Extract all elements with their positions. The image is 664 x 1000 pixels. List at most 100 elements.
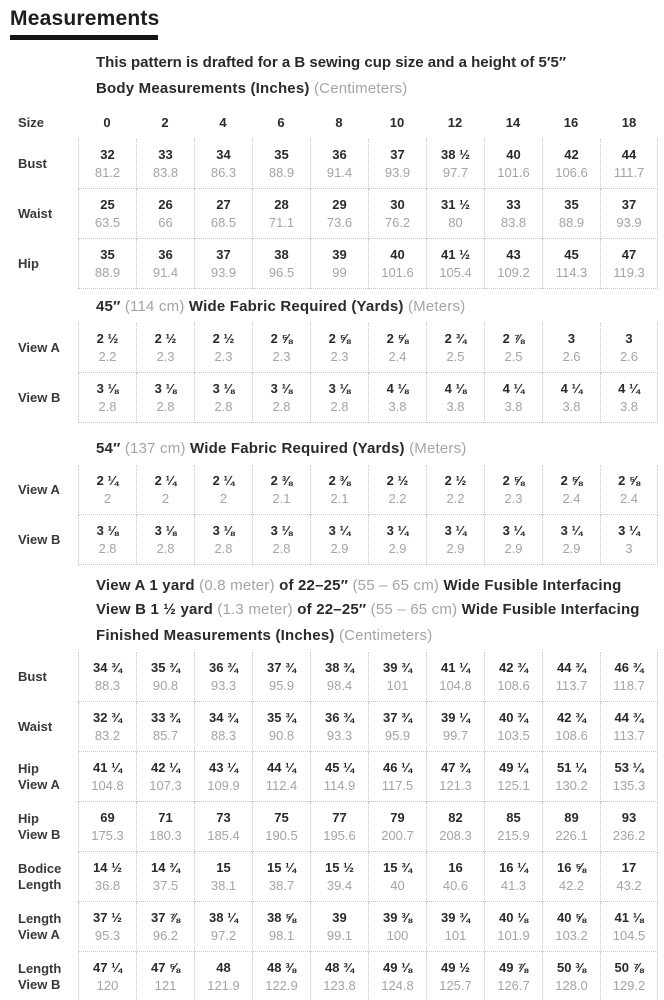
- inches-value: 47 ¾: [441, 760, 470, 775]
- size-value: 4: [219, 115, 227, 130]
- centimeters-value: 80: [448, 215, 463, 230]
- row-label-line: View B: [18, 977, 61, 992]
- measurement-cell: 47 119.3: [600, 239, 658, 289]
- inches-value: 42 ¾: [499, 660, 528, 675]
- inches-value: 50 ⅜: [557, 960, 586, 975]
- inches-value: 41 ¼: [441, 660, 470, 675]
- row-label: View A: [10, 323, 78, 373]
- size-value: 12: [447, 115, 463, 130]
- measurement-cell: 2 ⅝ 2.4: [368, 323, 426, 373]
- centimeters-value: 103.2: [555, 928, 588, 943]
- centimeters-value: 88.9: [94, 265, 121, 280]
- centimeters-value: 125.7: [439, 978, 472, 993]
- centimeters-value: 38.1: [210, 878, 237, 893]
- measurement-cell: 46 ¾ 118.7: [600, 652, 658, 702]
- inches-value: 37 ½: [93, 910, 122, 925]
- heading-segment: Wide Fabric Required (Yards): [188, 298, 404, 315]
- centimeters-value: 97.2: [210, 928, 237, 943]
- size-value: 0: [103, 115, 111, 130]
- centimeters-value: 2.2: [446, 491, 465, 506]
- size-row: Size 0 2 4 6 8 10 12 14 16 18: [10, 111, 658, 134]
- row-label: Hip View B: [10, 802, 78, 852]
- measurement-cell: 69 175.3: [78, 802, 136, 852]
- centimeters-value: 107.3: [149, 778, 182, 793]
- measurement-cell: 41 ⅛ 104.5: [600, 902, 658, 952]
- inches-value: 85: [506, 810, 521, 825]
- interfacing-view-a: View A 1 yard (0.8 meter) of 22–25″ (55 …: [96, 577, 658, 595]
- measurement-cell: 43 ¼ 109.9: [194, 752, 252, 802]
- inches-value: 14 ½: [93, 860, 122, 875]
- inches-value: 2 ¼: [154, 473, 177, 488]
- row-label: Waist: [10, 702, 78, 752]
- inches-value: 38 ⅝: [267, 910, 296, 925]
- measurement-cell: 29 73.6: [310, 189, 368, 239]
- inches-value: 32 ¾: [93, 710, 122, 725]
- measurement-cell: 48 ¾ 123.8: [310, 952, 368, 1000]
- inches-value: 3 ¼: [328, 523, 351, 538]
- measurement-cell: 35 88.9: [78, 239, 136, 289]
- inches-value: 3: [567, 331, 576, 346]
- inches-value: 14 ¾: [151, 860, 180, 875]
- centimeters-value: 101: [444, 928, 467, 943]
- inches-value: 39 ⅜: [383, 910, 412, 925]
- centimeters-value: 91.4: [152, 265, 179, 280]
- centimeters-value: 185.4: [207, 828, 240, 843]
- heading-muted-segment: (0.8 meter): [199, 577, 275, 594]
- inches-value: 3 ⅛: [96, 381, 119, 396]
- measurement-cell: 39 ¾ 101: [368, 652, 426, 702]
- inches-value: 3 ⅛: [328, 381, 351, 396]
- measurement-cell: 2 ⅜ 2.1: [310, 465, 368, 515]
- centimeters-value: 43.2: [616, 878, 642, 893]
- measurement-cell: 3 ⅛ 2.8: [194, 373, 252, 423]
- centimeters-value: 83.8: [500, 215, 527, 230]
- inches-value: 16: [448, 860, 463, 875]
- inches-value: 42 ¾: [557, 710, 586, 725]
- heading-muted-segment: (Meters): [407, 298, 466, 315]
- centimeters-value: 93.9: [210, 265, 237, 280]
- centimeters-value: 3.8: [504, 399, 523, 414]
- measurement-cell: 44 ¾ 113.7: [542, 652, 600, 702]
- centimeters-value: 2.1: [272, 491, 291, 506]
- size-value: 6: [277, 115, 285, 130]
- measurement-cell: 73 185.4: [194, 802, 252, 852]
- centimeters-value: 2.5: [446, 349, 465, 364]
- inches-value: 50 ⅞: [614, 960, 644, 975]
- centimeters-value: 98.4: [326, 678, 353, 693]
- centimeters-value: 93.3: [210, 678, 237, 693]
- centimeters-value: 3: [625, 541, 633, 556]
- centimeters-value: 126.7: [497, 978, 530, 993]
- inches-value: 15 ½: [325, 860, 354, 875]
- measurement-cell: 3 ¼ 2.9: [310, 515, 368, 565]
- measurement-cell: 3 ¼ 2.9: [484, 515, 542, 565]
- centimeters-value: 123.8: [323, 978, 356, 993]
- measurement-cell: 36 ¾ 93.3: [310, 702, 368, 752]
- inches-value: 47: [621, 247, 637, 262]
- measurement-cell: 38 ¾ 98.4: [310, 652, 368, 702]
- centimeters-value: 120: [96, 978, 119, 993]
- centimeters-value: 2.4: [619, 491, 639, 506]
- row-label-line: View A: [18, 482, 60, 497]
- row-label-line: Waist: [18, 206, 53, 221]
- inches-value: 75: [274, 810, 289, 825]
- centimeters-value: 190.5: [265, 828, 298, 843]
- row-label-line: Length: [18, 911, 62, 926]
- size-value: 16: [563, 115, 579, 130]
- inches-value: 45: [564, 247, 579, 262]
- inches-value: 49 ¼: [499, 760, 528, 775]
- centimeters-value: 99.7: [442, 728, 469, 743]
- centimeters-value: 95.9: [268, 678, 295, 693]
- measurement-cell: 2 ⅝ 2.3: [310, 323, 368, 373]
- measurement-cell: 49 ½ 125.7: [426, 952, 484, 1000]
- inches-value: 40 ⅛: [499, 910, 528, 925]
- inches-value: 36 ¾: [209, 660, 238, 675]
- row-label-line: Hip: [18, 761, 39, 776]
- measurement-cell: 35 ¾ 90.8: [136, 652, 194, 702]
- measurement-cell: 4 ¼ 3.8: [542, 373, 600, 423]
- measurement-cell: 15 38.1: [194, 852, 252, 902]
- inches-value: 3 ⅛: [212, 523, 235, 538]
- centimeters-value: 2.6: [619, 349, 639, 364]
- measurement-cell: 3 ⅛ 2.8: [310, 373, 368, 423]
- measurement-cell: 41 ¼ 104.8: [426, 652, 484, 702]
- centimeters-value: 96.5: [268, 265, 295, 280]
- centimeters-value: 2.8: [330, 399, 349, 414]
